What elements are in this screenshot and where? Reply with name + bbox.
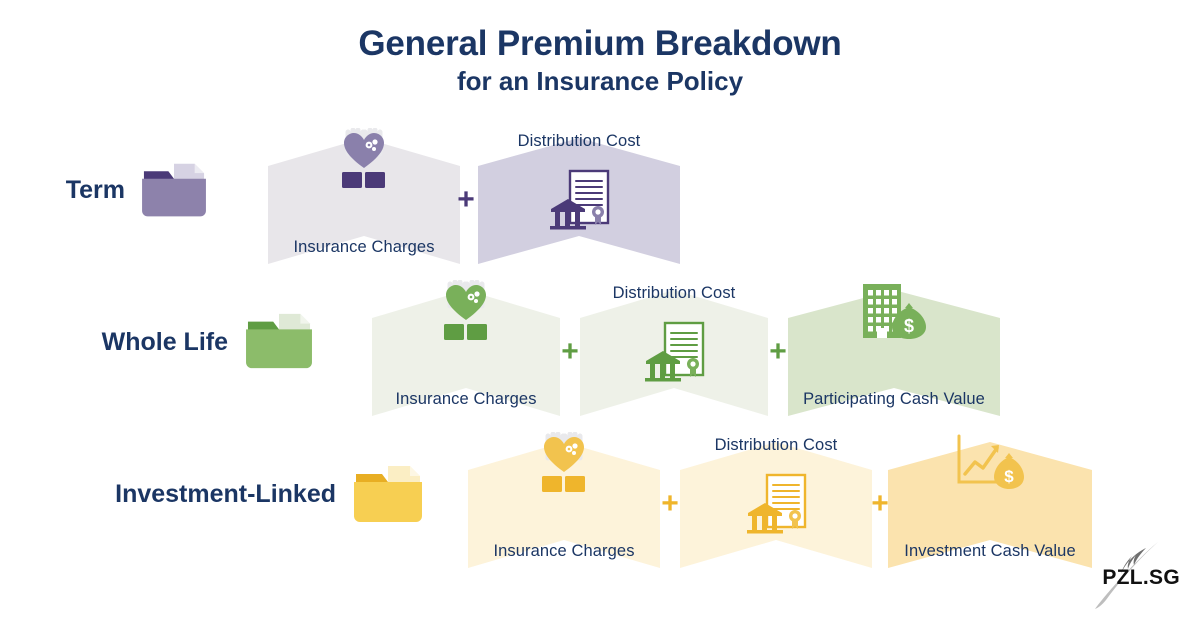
- svg-text:$: $: [904, 316, 914, 336]
- heart-in-hands-icon: [334, 127, 394, 195]
- segment-caption: Insurance Charges: [293, 238, 435, 256]
- folder-icon: [142, 163, 206, 217]
- segment-caption: Insurance Charges: [395, 390, 537, 408]
- row-investment-linked-bands: [468, 442, 1092, 568]
- folder-icon: [354, 466, 422, 522]
- folder-icon: [240, 310, 318, 379]
- row-whole-life: Whole Life Insurance Charges: [0, 272, 1200, 432]
- segment-caption: Distribution Cost: [517, 132, 641, 150]
- segment-caption: Distribution Cost: [612, 284, 736, 302]
- row-term-label: Term: [65, 176, 125, 204]
- plus-separator-icon: +: [661, 487, 679, 520]
- chart-money-icon: $: [953, 432, 1027, 497]
- row-investment-linked-label: Investment-Linked: [115, 480, 336, 508]
- plus-separator-icon: +: [769, 335, 787, 368]
- building-money-icon: $: [859, 280, 929, 347]
- certificate-bank-icon: [745, 472, 807, 539]
- chevron-band: [468, 442, 660, 568]
- folder-icon: [348, 462, 428, 533]
- svg-text:$: $: [1004, 467, 1014, 486]
- certificate-bank-icon: [643, 320, 705, 387]
- segment-caption: Investment Cash Value: [904, 542, 1076, 560]
- certificate-bank-icon: [548, 168, 610, 235]
- title-block: General Premium Breakdown for an Insuran…: [0, 24, 1200, 99]
- plus-separator-icon: +: [871, 487, 889, 520]
- page-title: General Premium Breakdown: [358, 24, 842, 63]
- row-whole-life-label: Whole Life: [101, 328, 228, 356]
- folder-icon: [136, 160, 212, 227]
- chevron-band: [888, 442, 1092, 568]
- logo-text: PZL.SG: [1102, 566, 1180, 589]
- plus-separator-icon: +: [561, 335, 579, 368]
- chevron-band: [788, 290, 1000, 416]
- chevron-band: [372, 290, 560, 416]
- plus-separator-icon: +: [457, 183, 475, 216]
- row-whole-life-bands: [372, 290, 1000, 416]
- row-investment-linked: Investment-Linked Insurance Charges: [0, 424, 1200, 584]
- chevron-band: [268, 138, 460, 264]
- page-subtitle: for an Insurance Policy: [456, 66, 744, 97]
- folder-icon: [246, 313, 312, 369]
- heart-in-hands-icon: [436, 279, 496, 347]
- brush-swoosh-icon: [1095, 542, 1158, 609]
- segment-caption: Distribution Cost: [714, 436, 838, 454]
- segment-caption: Insurance Charges: [493, 542, 635, 560]
- heart-in-hands-icon: [534, 431, 594, 499]
- segment-caption: Participating Cash Value: [803, 390, 985, 408]
- row-term: Term Insurance Charges: [0, 120, 1200, 280]
